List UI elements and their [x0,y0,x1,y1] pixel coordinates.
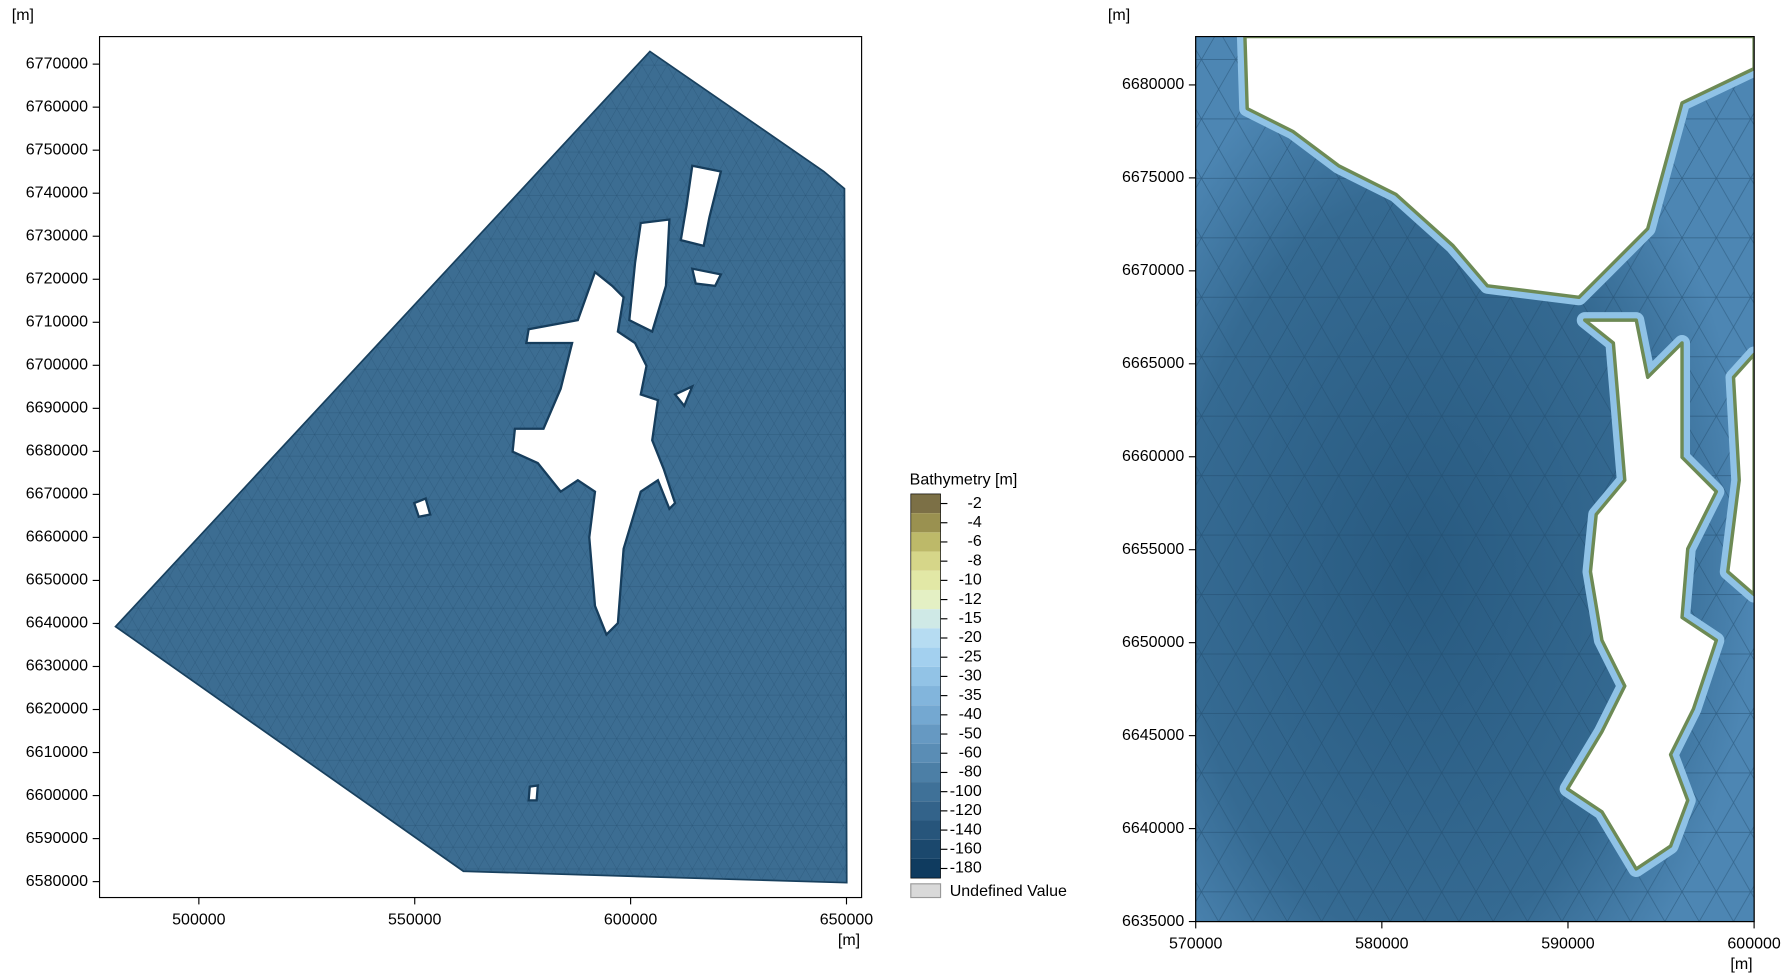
legend-label: -140 [950,821,982,838]
legend-swatch [911,686,941,705]
y-tick-label: 6650000 [26,572,88,589]
legend-label: -100 [950,783,982,800]
legend-swatch [911,744,941,763]
right-mesh [1196,37,1754,922]
y-tick-label: 6640000 [1122,820,1184,837]
x-axis-unit: [m] [838,932,860,949]
legend-swatch [911,628,941,647]
legend-title: Bathymetry [m] [910,471,1018,488]
y-tick-label: 6690000 [26,400,88,417]
legend-label: -40 [959,706,982,723]
y-tick-label: 6760000 [26,98,88,115]
legend-swatch [911,494,941,513]
y-tick-label: 6700000 [26,357,88,374]
y-tick-label: 6590000 [26,830,88,847]
legend-label: -8 [968,552,982,569]
legend-label: -2 [968,495,982,512]
legend-swatch [911,763,941,782]
legend-label: -15 [959,610,982,627]
legend-swatch [911,782,941,801]
x-tick-label: 590000 [1541,936,1595,953]
y-tick-label: 6675000 [1122,169,1184,186]
y-axis-unit: [m] [1108,7,1130,24]
legend-label: -35 [959,687,982,704]
legend-label: -180 [950,860,982,877]
legend-swatch [911,724,941,743]
y-tick-label: 6680000 [1122,76,1184,93]
y-tick-label: 6645000 [1122,727,1184,744]
legend-swatch [911,609,941,628]
y-tick-label: 6680000 [26,443,88,460]
x-tick-label: 570000 [1169,936,1223,953]
legend-swatch [911,513,941,532]
legend-label: -120 [950,802,982,819]
legend-swatch [911,552,941,571]
y-tick-label: 6630000 [26,658,88,675]
x-tick-label: 600000 [604,912,658,929]
y-tick-label: 6650000 [1122,634,1184,651]
y-tick-label: 6670000 [1122,262,1184,279]
legend-swatch [911,840,941,859]
legend-swatch [911,532,941,551]
y-tick-label: 6665000 [1122,355,1184,372]
y-tick-label: 6740000 [26,184,88,201]
y-tick-label: 6600000 [26,787,88,804]
y-tick-label: 6710000 [26,314,88,331]
legend-swatch [911,667,941,686]
legend-label: -6 [968,533,982,550]
legend-label: -20 [959,629,982,646]
y-tick-label: 6660000 [1122,448,1184,465]
legend-swatch [911,590,941,609]
legend-swatch [911,648,941,667]
legend-label: -4 [968,514,982,531]
legend-label: -80 [959,764,982,781]
y-tick-label: 6670000 [26,486,88,503]
legend-label: -160 [950,841,982,858]
y-tick-label: 6655000 [1122,541,1184,558]
y-tick-label: 6640000 [26,615,88,632]
legend-label: -25 [959,648,982,665]
y-tick-label: 6750000 [26,141,88,158]
y-tick-label: 6730000 [26,227,88,244]
legend-swatch [911,820,941,839]
legend-swatch [911,859,941,878]
y-tick-label: 6770000 [26,55,88,72]
figure: Bathymetry [m] [m] [m] 6580000 6590000 66000… [0,0,1785,973]
y-axis-unit: [m] [12,7,34,24]
legend-swatch [911,571,941,590]
x-tick-label: 580000 [1355,936,1409,953]
x-tick-label: 550000 [388,912,442,929]
undefined-swatch [911,884,941,898]
y-tick-label: 6635000 [1122,913,1184,930]
y-tick-label: 6580000 [26,873,88,890]
x-axis-unit: [m] [1730,956,1752,973]
y-tick-label: 6610000 [26,744,88,761]
y-tick-label: 6660000 [26,529,88,546]
x-tick-label: 500000 [172,912,226,929]
legend-label: -10 [959,572,982,589]
legend-label: -60 [959,744,982,761]
legend-swatch [911,705,941,724]
y-tick-label: 6720000 [26,270,88,287]
legend-swatch [911,801,941,820]
undefined-label: Undefined Value [950,883,1067,900]
legend-label: -30 [959,668,982,685]
x-tick-label: 600000 [1727,936,1781,953]
legend-label: -12 [959,591,982,608]
legend-label: -50 [959,725,982,742]
x-tick-label: 650000 [820,912,874,929]
y-tick-label: 6620000 [26,701,88,718]
